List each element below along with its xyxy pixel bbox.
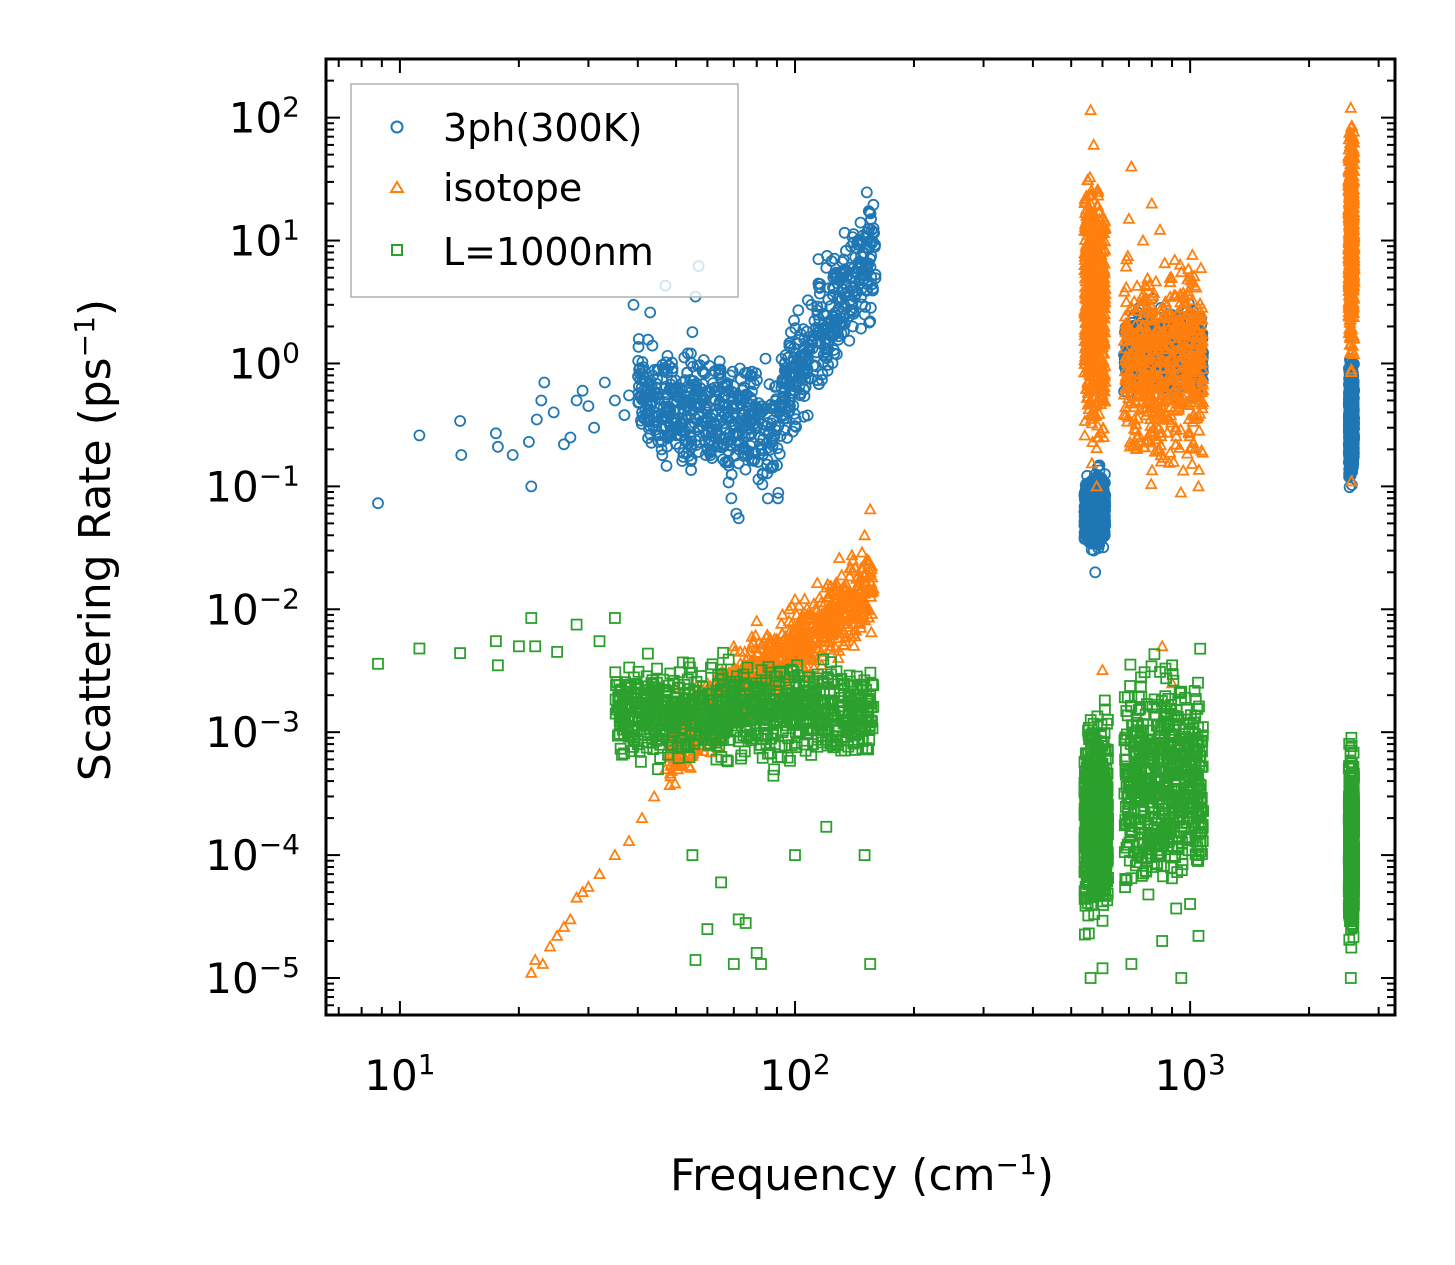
isotope-cluster-point <box>1169 438 1183 450</box>
3ph-cluster-point <box>864 207 877 220</box>
isotope-cluster-point <box>1176 463 1190 476</box>
3ph-cluster-point <box>860 186 873 199</box>
data-points <box>372 101 1361 984</box>
isotope-cluster-point <box>1158 256 1172 269</box>
3ph-cluster-point <box>854 216 867 229</box>
3ph-cluster-point <box>764 462 777 475</box>
isotope-cluster-point <box>1185 248 1199 260</box>
3ph-point <box>588 421 600 434</box>
3ph-point <box>618 409 631 422</box>
3ph-cluster-point <box>646 339 659 352</box>
isotope-cluster-point <box>1185 457 1199 469</box>
3ph-point <box>454 415 467 427</box>
3ph-cluster-point <box>772 486 785 499</box>
3ph-cluster-point <box>789 413 802 426</box>
3ph-point <box>725 492 738 505</box>
3ph-cluster-point <box>812 253 825 266</box>
isotope-cluster-point <box>832 551 846 563</box>
3ph-point <box>535 394 548 407</box>
3ph-cluster-point <box>717 453 729 466</box>
3ph-cluster-point <box>794 389 807 402</box>
3ph-cluster-point <box>788 314 800 327</box>
isotope-cluster-point <box>1130 279 1144 291</box>
3ph-point <box>506 449 519 461</box>
3ph-cluster-point <box>660 459 673 472</box>
isotope-cluster-point <box>855 545 869 558</box>
3ph-point <box>623 389 635 402</box>
3ph-cluster-point <box>798 383 811 396</box>
3ph-point <box>523 435 535 448</box>
isotope-cluster-point <box>1168 253 1182 265</box>
3ph-cluster-point <box>799 381 812 393</box>
3ph-point <box>530 413 543 426</box>
3ph-point <box>564 431 577 444</box>
isotope-cluster-point <box>1144 477 1158 490</box>
3ph-point <box>820 261 833 274</box>
3ph-point <box>582 400 595 413</box>
isotope-cluster-point <box>1174 485 1188 498</box>
3ph-cluster-point <box>773 448 786 460</box>
3ph-cluster-point <box>1343 481 1356 494</box>
3ph-cluster-point <box>734 362 746 375</box>
isotope-cluster-point <box>1078 428 1092 441</box>
3ph-point <box>525 480 538 493</box>
3ph-point <box>547 406 560 419</box>
3ph-cluster-point <box>811 300 824 313</box>
3ph-cluster-point <box>713 355 726 368</box>
3ph-cluster-point <box>763 378 776 391</box>
isotope-cluster-point <box>810 576 824 588</box>
isotope-cluster-point <box>1085 456 1099 469</box>
3ph-point <box>372 497 384 510</box>
3ph-point <box>627 298 640 311</box>
isotope-cluster-point <box>1145 463 1159 476</box>
isotope-cluster-point <box>798 592 812 604</box>
isotope-cluster-point <box>1090 441 1104 454</box>
isotope-cluster-point <box>782 602 796 615</box>
isotope-cluster-point <box>1192 423 1206 436</box>
3ph-point <box>598 376 611 389</box>
3ph-cluster-point <box>856 298 868 311</box>
3ph-point <box>489 427 502 440</box>
3ph-point <box>455 449 468 461</box>
3ph-cluster-point <box>759 352 772 365</box>
3ph-point <box>413 429 426 442</box>
3ph-point <box>538 376 551 389</box>
3ph-point <box>570 394 583 407</box>
3ph-point <box>686 326 699 339</box>
isotope-cluster-point <box>1194 261 1208 273</box>
3ph-point <box>609 394 621 407</box>
3ph-cluster-point <box>725 468 738 481</box>
3ph-point <box>1089 566 1102 579</box>
3ph-cluster-point <box>663 383 676 396</box>
3ph-point <box>644 306 657 319</box>
3ph-cluster-point <box>843 334 856 347</box>
3ph-point <box>491 440 504 453</box>
3ph-point <box>576 384 589 397</box>
isotope-cluster-point <box>1153 222 1167 235</box>
3ph-cluster-point <box>792 304 805 317</box>
3ph-cluster-point <box>761 492 774 505</box>
